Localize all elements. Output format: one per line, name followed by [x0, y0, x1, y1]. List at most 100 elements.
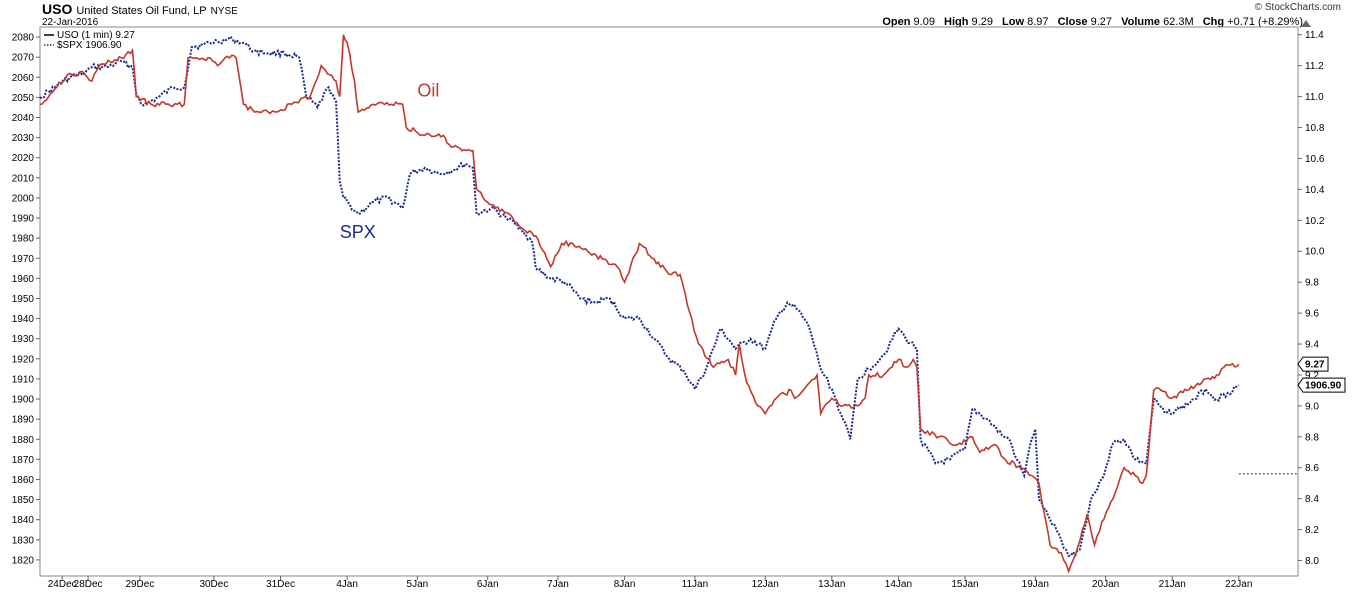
x-tick-label: 30Dec: [199, 579, 228, 590]
x-tick-label: 21Jan: [1159, 579, 1186, 590]
up-arrow-icon: [1301, 20, 1311, 27]
high-value: 9.29: [971, 16, 993, 28]
left-tick-label: 2030: [12, 133, 35, 144]
x-tick-label: 14Jan: [885, 579, 912, 590]
x-tick-label: 20Jan: [1092, 579, 1119, 590]
left-tick-label: 1900: [12, 395, 35, 406]
left-tick-label: 1870: [12, 455, 35, 466]
right-axis: 11.4 11.2 11.0 10.8 10.6 10.4 10.2 10.0 9.8 9.6 9.…: [1298, 30, 1325, 567]
chg-value: +0.71 (+8.29%): [1227, 16, 1303, 28]
right-tick-label: 9.2: [1305, 370, 1319, 381]
close-value: 9.27: [1090, 16, 1113, 28]
left-tick-label: 1960: [12, 274, 35, 285]
legend-label-uso: USO (1 min) 9.27: [57, 30, 135, 41]
left-tick-label: 1910: [12, 374, 35, 385]
low-label: Low: [1002, 16, 1025, 28]
fund-name: United States Oil Fund, LP: [76, 5, 207, 17]
right-tick-label: 11.2: [1305, 61, 1324, 72]
right-tick-label: 8.0: [1305, 556, 1319, 567]
x-tick-label: 8Jan: [614, 579, 636, 590]
volume-value: 62.3M: [1163, 16, 1194, 28]
x-tick-label: 11Jan: [682, 579, 709, 590]
last-value-uso: 9.27: [1305, 360, 1325, 371]
close-label: Close: [1057, 16, 1088, 28]
left-tick-label: 1820: [12, 555, 35, 566]
right-tick-label: 10.2: [1305, 216, 1325, 227]
legend-label-spx: $SPX 1906.90: [57, 40, 122, 51]
last-value-labels: 9.27 1906.90: [1297, 356, 1346, 393]
right-tick-label: 11.4: [1305, 30, 1324, 41]
left-tick-label: 2020: [12, 153, 35, 164]
left-tick-label: 2000: [12, 193, 35, 204]
left-tick-label: 1970: [12, 254, 35, 265]
volume-label: Volume: [1121, 16, 1160, 28]
left-tick-label: 1850: [12, 495, 35, 506]
left-tick-label: 1950: [12, 294, 35, 305]
chart-title: USO United States Oil Fund, LP NYSE: [42, 1, 238, 17]
right-tick-label: 8.6: [1305, 463, 1319, 474]
left-tick-label: 1990: [12, 214, 35, 225]
right-tick-label: 10.6: [1305, 154, 1325, 165]
legend: USO (1 min) 9.27 $SPX 1906.90: [44, 30, 135, 51]
x-tick-label: 19Jan: [1022, 579, 1049, 590]
x-tick-label: 31Dec: [266, 579, 295, 590]
x-tick-label: 7Jan: [547, 579, 569, 590]
x-tick-label: 24Dec: [48, 579, 77, 590]
series-line-spx: [39, 35, 1240, 557]
low-value: 8.97: [1027, 16, 1049, 28]
right-tick-label: 9.6: [1305, 309, 1319, 320]
left-tick-label: 1830: [12, 535, 35, 546]
left-tick-label: 2070: [12, 53, 35, 64]
right-tick-label: 10.0: [1305, 247, 1325, 258]
x-tick-label: 28Dec: [74, 579, 103, 590]
ohlc-readout: Open 9.09 High 9.29 Low 8.97 Close 9.27 …: [876, 16, 1303, 28]
annotation-label: Oil: [417, 81, 439, 101]
chart-date: 22-Jan-2016: [42, 17, 99, 28]
x-tick-label: 12Jan: [752, 579, 779, 590]
left-tick-label: 1840: [12, 515, 35, 526]
x-tick-label: 29Dec: [125, 579, 154, 590]
right-tick-label: 8.8: [1305, 432, 1319, 443]
left-axis: 2080 2070 2060 2050 2040 2030 2020 2010 2000 1990…: [12, 33, 40, 566]
right-tick-label: 10.4: [1305, 185, 1325, 196]
right-tick-label: 8.2: [1305, 525, 1319, 536]
last-value-spx: 1906.90: [1305, 381, 1342, 392]
left-tick-label: 2060: [12, 73, 35, 84]
open-value: 9.09: [913, 16, 935, 28]
left-tick-label: 1940: [12, 314, 35, 325]
left-tick-label: 2040: [12, 113, 35, 124]
high-label: High: [944, 16, 969, 28]
series-line-uso: [39, 34, 1240, 574]
left-tick-label: 1930: [12, 334, 35, 345]
plot-frame: [39, 26, 1299, 577]
x-tick-label: 5Jan: [407, 579, 429, 590]
left-tick-label: 1880: [12, 435, 35, 446]
left-tick-label: 1980: [12, 234, 35, 245]
annotations: Oil SPX: [340, 81, 440, 243]
stockcharts-brand[interactable]: © StockCharts.com: [1254, 2, 1341, 13]
x-tick-label: 22Jan: [1225, 579, 1252, 590]
right-tick-label: 8.4: [1305, 494, 1319, 505]
open-label: Open: [882, 16, 911, 28]
right-tick-label: 10.8: [1305, 123, 1325, 134]
last-value-box-uso: [1297, 356, 1329, 372]
left-tick-label: 1860: [12, 475, 35, 486]
chg-label: Chg: [1202, 16, 1225, 28]
x-tick-label: 6Jan: [477, 579, 499, 590]
x-tick-label: 4Jan: [336, 579, 358, 590]
last-value-box-spx: [1297, 377, 1346, 393]
left-tick-label: 2080: [12, 33, 35, 44]
left-tick-label: 2010: [12, 173, 35, 184]
left-tick-label: 1920: [12, 354, 35, 365]
right-tick-label: 9.8: [1305, 278, 1319, 289]
left-tick-label: 1890: [12, 415, 35, 426]
exchange-label: NYSE: [210, 6, 238, 17]
annotation-label: SPX: [340, 222, 376, 242]
right-tick-label: 11.0: [1305, 92, 1324, 103]
ticker-symbol: USO: [42, 1, 73, 17]
right-tick-label: 9.0: [1305, 401, 1319, 412]
x-tick-label: 15Jan: [951, 579, 978, 590]
left-tick-label: 2050: [12, 93, 35, 104]
